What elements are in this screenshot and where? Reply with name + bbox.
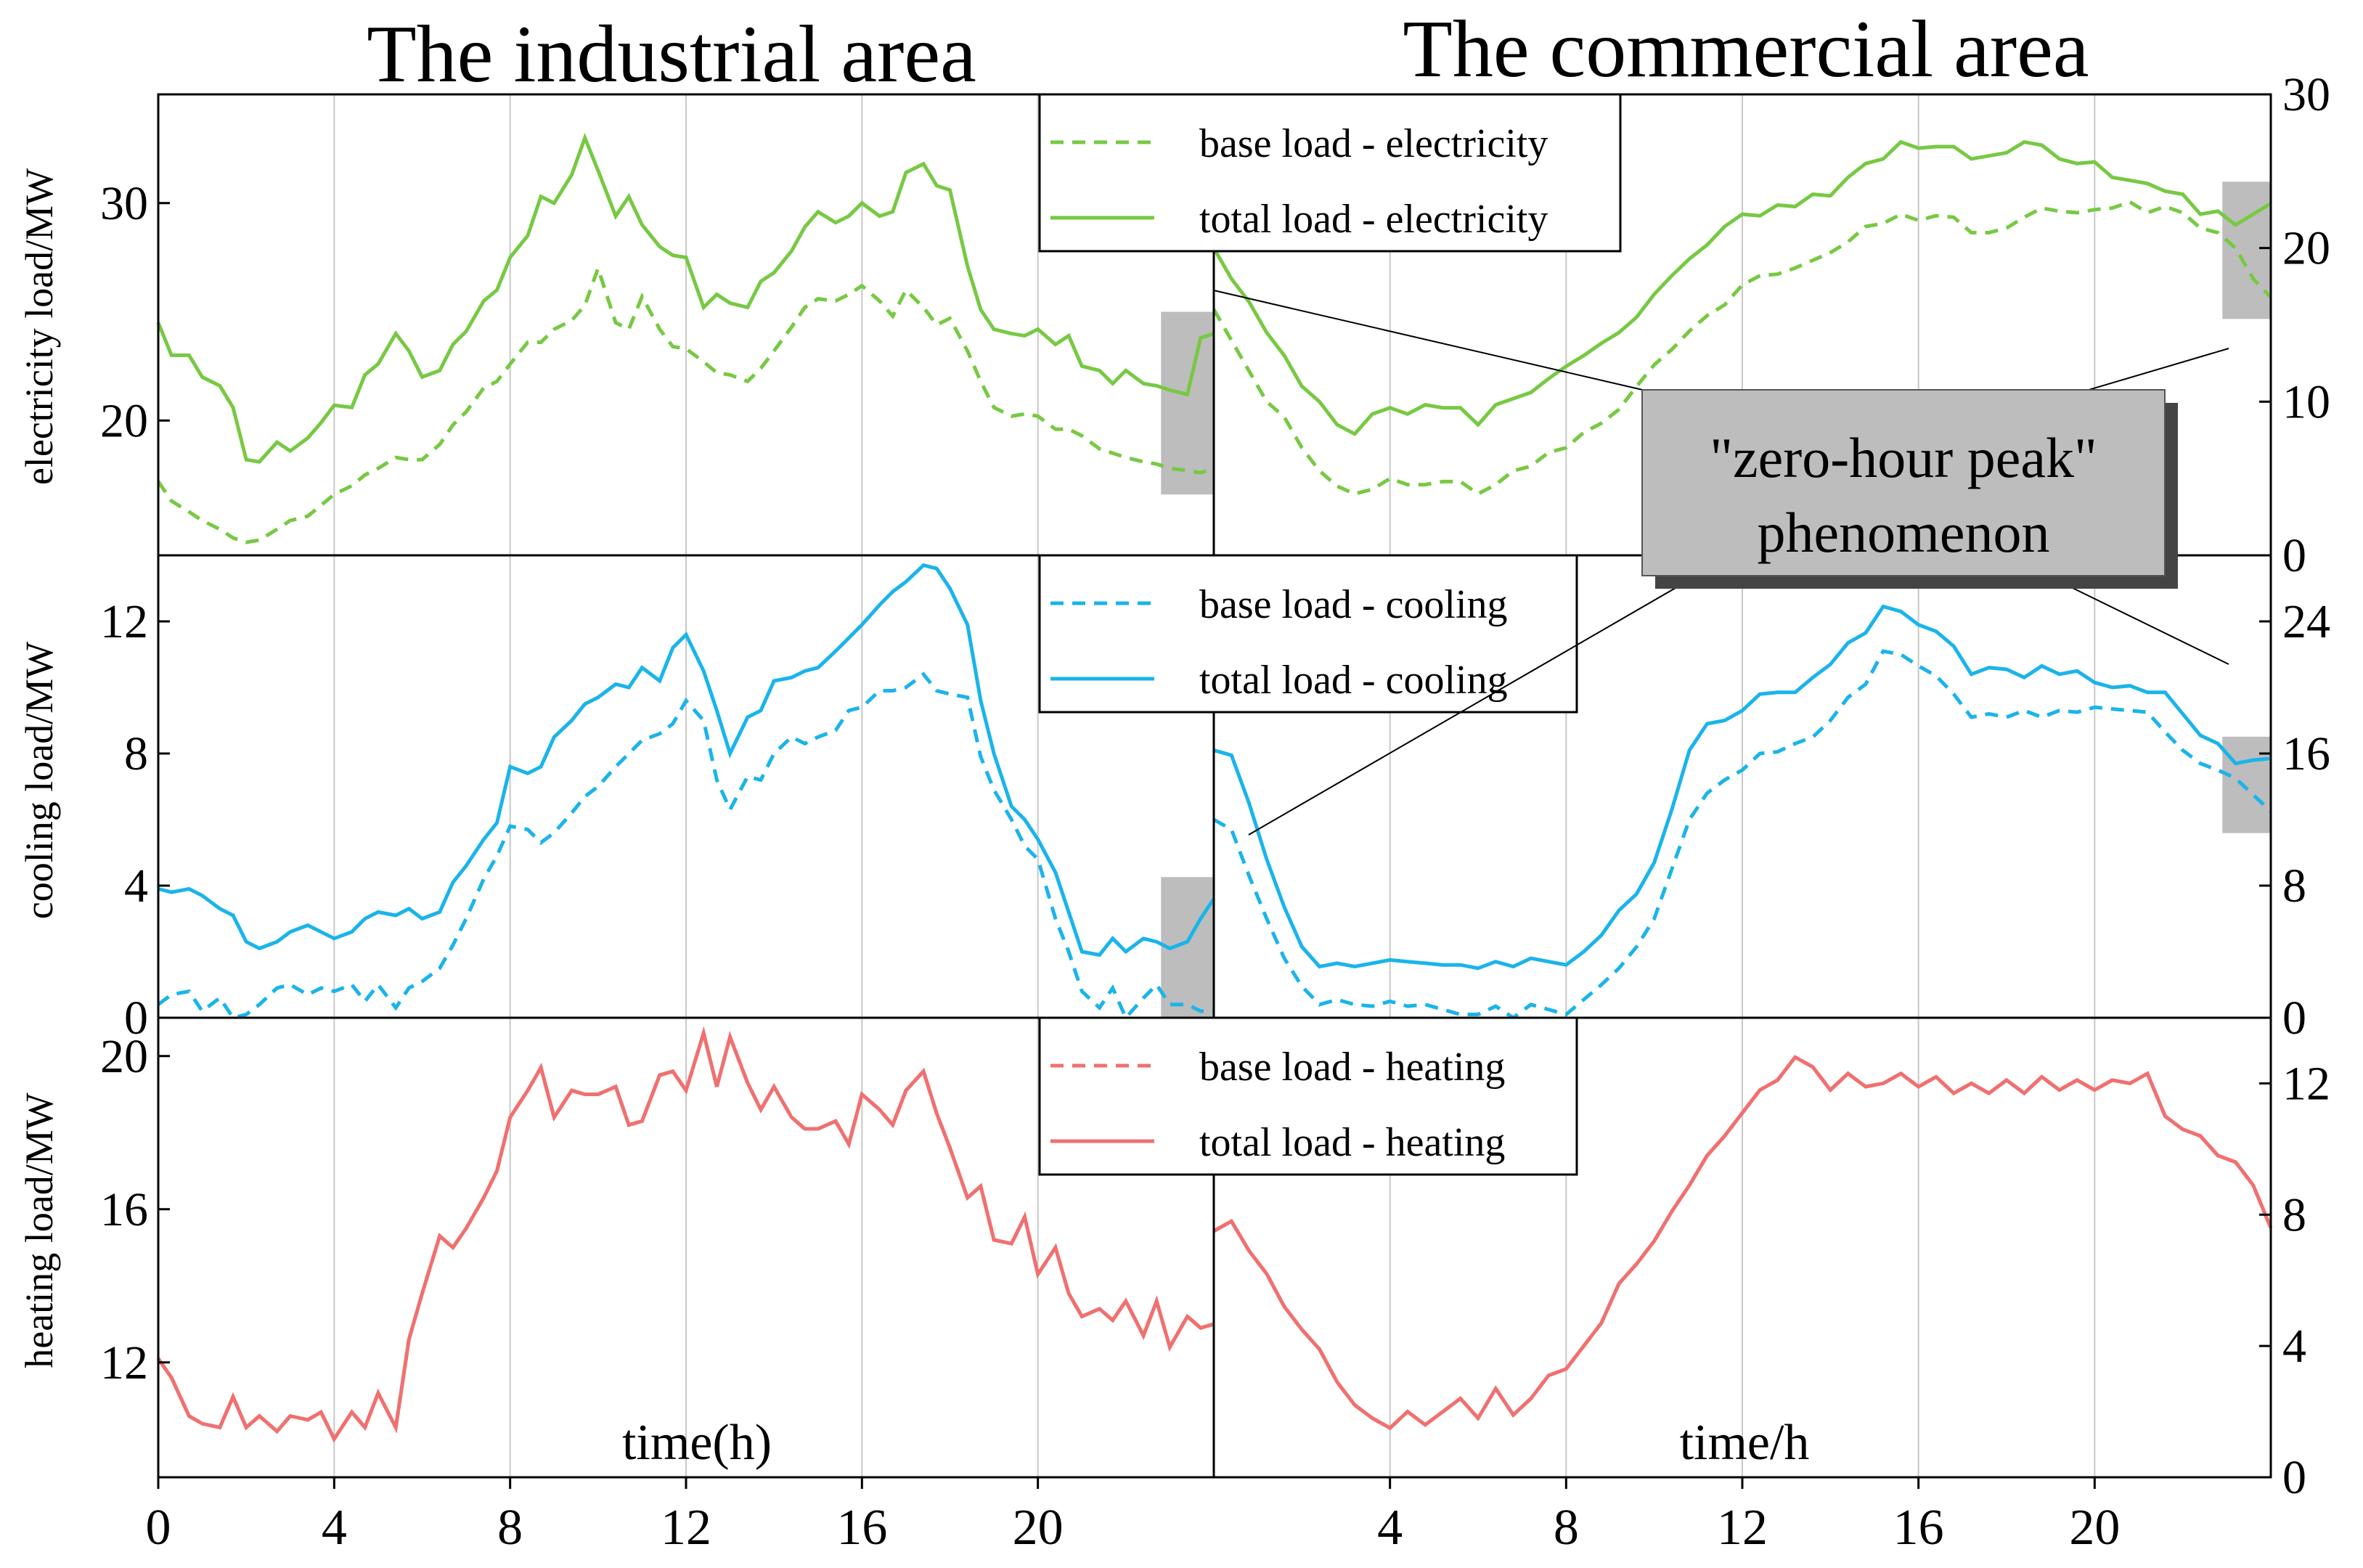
frame-layer — [157, 93, 2272, 1479]
zero-hour-highlight-cooling-industrial — [1161, 877, 1214, 1033]
title-commercial-area: The commercial area — [1403, 4, 2089, 94]
x-axis-label-commercial: time/h — [1680, 1415, 1810, 1471]
series-layer — [156, 132, 2273, 1443]
y-tick-label-right-heating-4: 4 — [2282, 1320, 2306, 1373]
annotation-text-line1: "zero-hour peak" — [1710, 426, 2097, 489]
x-tick-label-left-12: 12 — [661, 1500, 711, 1556]
series-cooling-industrial-total — [158, 563, 1216, 957]
annotation-text-line2: phenomenon — [1758, 501, 2050, 564]
x-axis-label-industrial: time(h) — [622, 1415, 772, 1471]
y-tick-label-left-cooling-4: 4 — [124, 859, 148, 912]
x-tick-label-right-20: 20 — [2069, 1500, 2120, 1556]
x-tick-label-left-20: 20 — [1013, 1500, 1064, 1556]
leader-line-4 — [2072, 587, 2229, 665]
legend-label-heating-base: base load - heating — [1199, 1045, 1505, 1090]
legend-label-heating-total: total load - heating — [1199, 1120, 1505, 1165]
y-tick-label-right-cooling-24: 24 — [2282, 595, 2330, 648]
y-tick-label-left-electricity-20: 20 — [100, 394, 148, 447]
y-tick-label-left-heating-12: 12 — [100, 1336, 148, 1389]
x-tick-label-right-4: 4 — [1377, 1500, 1403, 1556]
y-tick-label-right-electricity-20: 20 — [2282, 222, 2330, 275]
zero-hour-highlight-electricity-industrial — [1161, 311, 1214, 495]
y-tick-label-right-heating-12: 12 — [2282, 1057, 2330, 1110]
y-tick-label-left-cooling-12: 12 — [100, 595, 148, 648]
series-electricity-industrial-total — [156, 132, 1215, 464]
series-electricity-commercial-base — [1212, 200, 2272, 497]
series-electricity-industrial-base — [156, 262, 1215, 544]
x-tick-label-left-8: 8 — [497, 1500, 523, 1556]
y-tick-label-left-cooling-8: 8 — [124, 727, 148, 780]
series-electricity-commercial-total — [1212, 139, 2272, 436]
series-heating-industrial-total — [156, 1026, 1215, 1443]
y-tick-label-left-heating-20: 20 — [100, 1030, 148, 1083]
y-tick-label-left-heating-16: 16 — [100, 1183, 148, 1236]
legend-label-cooling-total: total load - cooling — [1199, 658, 1508, 703]
y-axis-label-cooling: cooling load/MW — [17, 642, 61, 919]
series-heating-commercial-total — [1212, 1055, 2273, 1431]
y-tick-label-right-electricity-0: 0 — [2282, 529, 2306, 582]
zero-hour-highlight-cooling-commercial — [2222, 736, 2271, 833]
y-tick-label-right-cooling-16: 16 — [2282, 727, 2330, 780]
x-tick-label-left-4: 4 — [322, 1500, 347, 1556]
y-tick-label-right-electricity-10: 10 — [2282, 375, 2330, 428]
x-tick-label-right-8: 8 — [1554, 1500, 1579, 1556]
y-tick-label-right-electricity-30: 30 — [2282, 68, 2330, 121]
series-cooling-industrial-base — [157, 671, 1214, 1021]
x-tick-label-right-16: 16 — [1893, 1500, 1944, 1556]
annotation-box — [1641, 389, 2166, 576]
y-tick-label-left-electricity-30: 30 — [100, 177, 148, 230]
y-tick-label-right-heating-8: 8 — [2282, 1188, 2306, 1241]
legend-label-electricity-total: total load - electricity — [1199, 197, 1548, 242]
title-industrial-area: The industrial area — [367, 9, 976, 99]
zero-hour-highlight-electricity-commercial — [2222, 181, 2271, 319]
legend-layer: base load - electricity total load - elec… — [1038, 93, 1622, 1176]
y-tick-label-right-heating-0: 0 — [2282, 1451, 2306, 1504]
leader-line-3 — [1248, 582, 1685, 836]
legend-box-heating — [1038, 1016, 1578, 1176]
labels-layer: The industrial area The commercial area … — [17, 4, 2089, 1471]
x-tick-label-left-16: 16 — [836, 1500, 887, 1556]
leader-line-1 — [1213, 290, 1678, 399]
y-axis-label-heating: heating load/MW — [17, 1093, 61, 1368]
legend-label-cooling-base: base load - cooling — [1199, 582, 1508, 627]
y-tick-label-right-cooling-0: 0 — [2282, 992, 2306, 1045]
y-tick-label-left-cooling-0: 0 — [124, 992, 148, 1045]
series-cooling-commercial-base — [1212, 649, 2272, 1021]
legend-box-electricity — [1038, 93, 1622, 253]
y-axis-label-electricity: electricity load/MW — [17, 168, 61, 485]
x-tick-label-left-0: 0 — [146, 1500, 171, 1556]
y-tick-label-right-cooling-8: 8 — [2282, 859, 2306, 912]
series-cooling-commercial-total — [1213, 604, 2272, 971]
legend-label-electricity-base: base load - electricity — [1199, 121, 1548, 166]
annotation-layer: "zero-hour peak" phenomenon — [1213, 290, 2229, 836]
x-tick-label-right-12: 12 — [1717, 1500, 1768, 1556]
legend-box-cooling — [1038, 554, 1578, 714]
